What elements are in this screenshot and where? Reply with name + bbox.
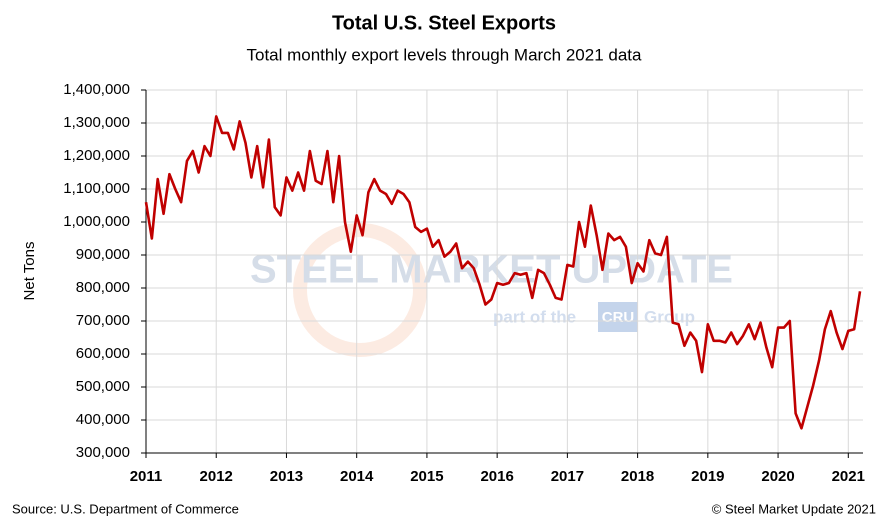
y-tick-label: 1,400,000 — [63, 81, 130, 98]
y-tick-label: 1,000,000 — [63, 213, 130, 230]
source: Source: U.S. Department of Commerce — [12, 501, 239, 516]
y-tick-label: 900,000 — [76, 246, 130, 263]
y-tick-label: 600,000 — [76, 345, 130, 362]
chart-title: Total U.S. Steel Exports — [332, 12, 556, 34]
chart-subtitle: Total monthly export levels through Marc… — [246, 45, 642, 64]
watermark-logo-text: CRU — [602, 309, 635, 326]
data-line — [144, 115, 862, 430]
y-tick-label: 400,000 — [76, 411, 130, 428]
x-tick-label: 2019 — [691, 468, 724, 485]
x-tick-label: 2021 — [832, 468, 865, 485]
y-tick-label: 1,300,000 — [63, 114, 130, 131]
y-tick-label: 1,200,000 — [63, 147, 130, 164]
x-tick-label: 2020 — [761, 468, 794, 485]
y-axis-label: Net Tons — [21, 242, 38, 301]
x-tick-label: 2018 — [621, 468, 654, 485]
x-tick-label: 2011 — [130, 468, 163, 485]
y-tick-label: 700,000 — [76, 312, 130, 329]
x-tick-label: 2013 — [270, 468, 303, 485]
x-tick-label: 2015 — [410, 468, 443, 485]
x-tick-label: 2012 — [200, 468, 233, 485]
watermark-group: Group — [644, 307, 695, 326]
y-tick-label: 800,000 — [76, 279, 130, 296]
copyright: © Steel Market Update 2021 — [712, 501, 876, 516]
y-tick-label: 300,000 — [76, 444, 130, 461]
x-tick-label: 2017 — [551, 468, 584, 485]
x-tick-label: 2014 — [340, 468, 374, 485]
x-tick-label: 2016 — [480, 468, 513, 485]
y-tick-label: 500,000 — [76, 378, 130, 395]
y-tick-label: 1,100,000 — [63, 180, 130, 197]
watermark-tagline: part of the — [493, 307, 576, 326]
watermark-logo-box — [598, 302, 638, 332]
